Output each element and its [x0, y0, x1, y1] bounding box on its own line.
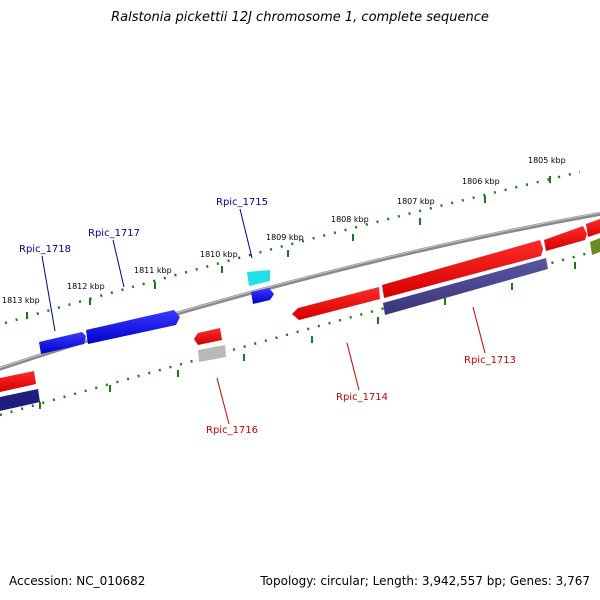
gene-rpic-1713[interactable]: [383, 258, 548, 315]
scale-label-1809: 1809 kbp: [266, 233, 304, 242]
gene-rpic-1716[interactable]: [194, 328, 222, 345]
label-rpic-1716: Rpic_1716: [206, 425, 258, 436]
scale-label-1812: 1812 kbp: [67, 282, 105, 291]
scale-label-1808: 1808 kbp: [331, 215, 369, 224]
upper-scale-track: [4, 170, 581, 325]
scale-label-1806: 1806 kbp: [462, 177, 500, 186]
scale-label-1813: 1813 kbp: [2, 296, 40, 305]
gene-rpic-1718[interactable]: [39, 332, 86, 354]
gene-left-navy[interactable]: [0, 389, 40, 411]
label-rpic-1717: Rpic_1717: [88, 228, 140, 239]
gene-right-olive[interactable]: [590, 238, 600, 255]
scale-label-1807: 1807 kbp: [397, 197, 435, 206]
label-rpic-1713: Rpic_1713: [464, 355, 516, 366]
accession-text: Accession: NC_010682: [9, 574, 146, 588]
scale-label-1811: 1811 kbp: [134, 266, 172, 275]
gene-rpic-1717[interactable]: [86, 310, 180, 344]
gene-rpic-1713-upper[interactable]: [382, 240, 543, 298]
label-rpic-1718: Rpic_1718: [19, 244, 71, 255]
upper-major-ticks: [26, 176, 551, 319]
scale-label-1805: 1805 kbp: [528, 156, 566, 165]
gene-rpic-1716-gray[interactable]: [198, 345, 226, 362]
gene-rpic-1714[interactable]: [292, 287, 380, 320]
scale-label-1810: 1810 kbp: [200, 250, 238, 259]
gene-right-red-1[interactable]: [544, 226, 587, 251]
lower-major-ticks: [39, 262, 576, 409]
label-rpic-1715: Rpic_1715: [216, 197, 268, 208]
map-title: Ralstonia pickettii 12J chromosome 1, co…: [111, 10, 489, 25]
label-rpic-1714: Rpic_1714: [336, 392, 388, 403]
gene-rpic-1715[interactable]: [247, 270, 270, 286]
gene-right-red-2[interactable]: [586, 219, 600, 237]
topology-text: Topology: circular; Length: 3,942,557 bp…: [260, 574, 590, 588]
label-leaders: [41, 208, 486, 425]
gene-rpic-1715b[interactable]: [251, 288, 274, 304]
gene-left-red[interactable]: [0, 371, 36, 392]
